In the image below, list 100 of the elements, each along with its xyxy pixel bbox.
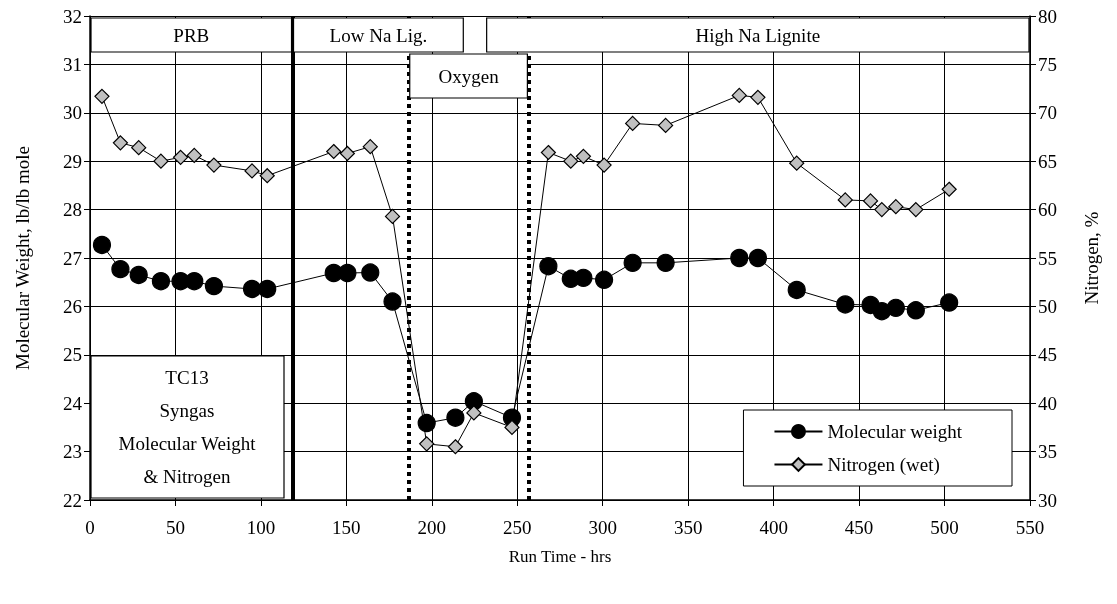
y2-tick-label: 50 [1038, 295, 1057, 317]
point [656, 253, 675, 272]
point [625, 115, 641, 132]
point [94, 88, 110, 104]
x-tick-label: 500 [930, 517, 959, 538]
point [789, 155, 805, 171]
point [750, 89, 766, 105]
y2-tick-label: 65 [1038, 150, 1057, 172]
point [361, 263, 380, 282]
point [338, 263, 357, 283]
point [204, 276, 224, 296]
point [872, 302, 891, 321]
point [574, 268, 593, 287]
y-tick-label: 22 [63, 489, 82, 511]
x-tick-label: 0 [85, 517, 95, 538]
point [151, 272, 171, 291]
band-label: Oxygen [438, 65, 500, 87]
point [595, 270, 614, 289]
point [623, 253, 642, 272]
x-tick-label: 550 [1015, 517, 1045, 538]
x-tick-label: 250 [503, 517, 532, 538]
y-tick-label: 27 [63, 247, 82, 269]
point [539, 257, 558, 276]
point [242, 279, 262, 299]
y2-tick-label: 70 [1038, 102, 1057, 124]
point [787, 280, 806, 300]
y2-tick-label: 35 [1038, 441, 1057, 463]
y2-tick-label: 40 [1038, 392, 1057, 414]
point [908, 202, 924, 218]
legend-label: Molecular weight [827, 421, 963, 442]
point [112, 135, 129, 151]
x-tick-label: 100 [246, 517, 276, 538]
point [417, 413, 436, 433]
point [466, 405, 482, 421]
point [596, 157, 612, 173]
point [731, 87, 747, 103]
x-tick-label: 300 [588, 517, 617, 538]
point [259, 168, 275, 184]
point [906, 301, 925, 320]
point [837, 192, 853, 208]
point [129, 265, 148, 285]
point [940, 293, 959, 312]
point [836, 295, 855, 314]
point [575, 148, 592, 164]
point [172, 149, 189, 165]
x-tick-label: 350 [673, 517, 703, 538]
point [563, 153, 579, 169]
y-tick-label: 30 [63, 102, 82, 124]
y-tick-label: 23 [63, 441, 82, 463]
point [447, 439, 463, 455]
point [446, 408, 465, 427]
point [244, 163, 260, 179]
point [131, 140, 147, 156]
point [504, 419, 520, 435]
point [748, 248, 768, 268]
point [326, 143, 342, 160]
point [888, 199, 904, 215]
point [384, 208, 401, 224]
y2-tick-label: 45 [1038, 344, 1057, 366]
x-tick-label: 200 [417, 517, 447, 538]
point [658, 117, 674, 133]
y2-tick-label: 55 [1038, 247, 1057, 269]
point [362, 139, 378, 155]
point [464, 392, 483, 411]
y-axis-title: Molecular Weight, lb/lb mole [12, 146, 33, 370]
point [153, 153, 169, 169]
x-tick-label: 50 [165, 517, 185, 538]
y2-tick-label: 60 [1038, 199, 1057, 221]
point [862, 193, 879, 209]
y-tick-label: 28 [63, 199, 82, 221]
x-tick-label: 450 [844, 517, 874, 538]
point [383, 292, 402, 311]
x-axis-title: Run Time - hrs [508, 547, 612, 566]
band-label: High Na Lignite [695, 24, 821, 46]
point [185, 272, 204, 291]
band-label: PRB [173, 24, 210, 46]
point [941, 181, 957, 197]
y2-tick-label: 80 [1038, 5, 1057, 27]
y-tick-label: 32 [63, 5, 82, 27]
y-tick-label: 29 [63, 150, 82, 172]
y-tick-label: 26 [63, 295, 82, 317]
point [111, 260, 130, 279]
point [419, 436, 435, 452]
y2-tick-label: 75 [1038, 53, 1057, 75]
y2-axis-title: Nitrogen, % [1081, 211, 1102, 305]
point [540, 144, 556, 161]
x-tick-label: 400 [759, 517, 788, 538]
y2-tick-label: 30 [1038, 489, 1057, 511]
point [206, 157, 222, 173]
annotation: TC13 Syngas Molecular Weight & Nitrogen [118, 367, 257, 487]
legend-label: Nitrogen (wet) [827, 454, 940, 476]
point [92, 235, 112, 255]
y-tick-label: 31 [63, 53, 82, 75]
x-tick-label: 150 [332, 517, 361, 538]
band-label: Low Na Lig. [329, 24, 428, 46]
point [730, 248, 749, 268]
point [339, 145, 355, 162]
point [258, 279, 277, 299]
point [886, 298, 905, 317]
y-tick-label: 25 [63, 344, 82, 366]
